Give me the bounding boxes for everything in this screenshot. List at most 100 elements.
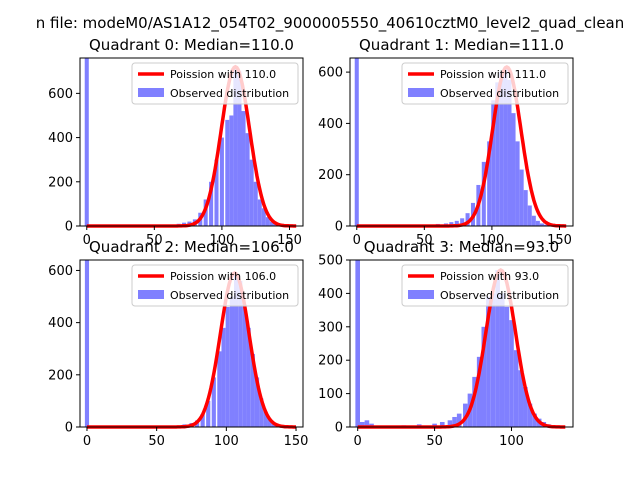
legend: Poission with 106.0 Observed distribution (131, 264, 299, 307)
histogram-bar (531, 215, 536, 226)
histogram-bar (217, 351, 222, 427)
y-tick-label: 200 (48, 175, 73, 190)
y-tick-label: 100 (318, 387, 343, 402)
histogram-bar (206, 400, 211, 427)
histogram-bar (503, 66, 508, 226)
x-tick-label: 100 (499, 434, 524, 449)
histogram-bar (269, 221, 274, 226)
histogram-bar (263, 411, 268, 427)
histogram-bar (261, 208, 266, 226)
panel-0-title: Quadrant 0: Median=110.0 (89, 36, 294, 54)
histogram-bar (221, 327, 226, 427)
legend-box (131, 264, 299, 307)
histogram-bar (245, 133, 250, 226)
histogram-bar (518, 370, 524, 427)
histogram-bar (481, 326, 487, 427)
histogram-bar (257, 199, 262, 226)
x-tick-label: 50 (416, 233, 433, 248)
histogram-bar (225, 119, 230, 226)
panel-3-title: Quadrant 3: Median=93.0 (364, 238, 559, 256)
histogram-bar (354, 58, 359, 226)
histogram-bar (456, 413, 462, 427)
histogram-bar (209, 181, 214, 226)
histogram-bar (487, 141, 492, 226)
histogram-bar (515, 141, 520, 226)
histogram-bar (513, 350, 519, 427)
histogram-bar (504, 306, 510, 427)
y-tick-label: 600 (48, 87, 73, 102)
histogram-bar (499, 72, 504, 226)
histogram-bar (449, 222, 454, 226)
histogram-bar (265, 217, 270, 226)
histogram-bar (454, 220, 459, 226)
x-tick-label: 0 (83, 434, 91, 449)
panel-2-title: Quadrant 2: Median=106.0 (89, 238, 294, 256)
y-tick-label: 500 (318, 254, 343, 269)
x-tick-label: 100 (214, 434, 239, 449)
legend-entry-fit: Poission with 110.0 (170, 68, 276, 81)
histogram-bar (203, 199, 208, 226)
histogram-bar (237, 71, 242, 227)
panel-1: Quadrant 1: Median=111.0 0 50 100 150 0 200 400… (318, 36, 574, 248)
legend-bar-swatch (408, 290, 434, 299)
legend-box (131, 62, 299, 105)
y-tick-label: 0 (335, 421, 343, 436)
histogram-bar (539, 223, 544, 226)
histogram-bar (476, 356, 482, 427)
legend: Poission with 93.0 Observed distribution (401, 264, 569, 307)
x-tick-label: 50 (426, 434, 443, 449)
legend-bar-swatch (408, 88, 434, 97)
histogram-bar (364, 420, 370, 427)
histogram-bar (452, 416, 457, 427)
axes-frame (349, 57, 574, 227)
histogram-bar (249, 159, 254, 226)
legend-bar-swatch (138, 88, 164, 97)
histogram-bar (254, 377, 260, 427)
legend: Poission with 111.0 Observed distribution (401, 62, 569, 105)
histogram-bar (490, 293, 496, 427)
x-tick-label: 150 (547, 233, 572, 248)
legend-entry-observed: Observed distribution (170, 87, 289, 100)
legend-box (401, 62, 569, 105)
legend-box (401, 264, 569, 307)
panel-3: Quadrant 3: Median=93.0 0 50 100 0 100 200 300 4… (318, 238, 574, 449)
histogram-bar (229, 115, 234, 226)
y-tick-label: 600 (318, 66, 343, 81)
panel-2: Quadrant 2: Median=106.0 0 50 100 150 0 200 400… (48, 238, 308, 449)
histogram-bar (229, 296, 235, 427)
axes-frame (79, 259, 304, 428)
legend-entry-observed: Observed distribution (170, 289, 289, 302)
histogram-bar (495, 82, 500, 226)
figure-suptitle: n file: modeM0/AS1A12_054T02_9000005550_… (36, 14, 625, 33)
panel-1-title: Quadrant 1: Median=111.0 (359, 36, 564, 54)
histogram-bar (84, 58, 89, 226)
histogram-bar (543, 224, 548, 226)
x-tick-label: 0 (354, 434, 362, 449)
histogram-bar (439, 421, 445, 427)
histogram-bar (495, 270, 500, 427)
y-tick-label: 200 (48, 368, 73, 383)
histogram-bar (532, 413, 537, 427)
y-tick-label: 0 (65, 421, 73, 436)
y-tick-label: 400 (318, 117, 343, 132)
histogram-bar (499, 293, 505, 427)
histogram-bar (527, 205, 532, 226)
histogram-bar (267, 419, 272, 427)
histogram-bar (486, 296, 491, 427)
histogram-bar (509, 320, 514, 427)
x-tick-label: 100 (479, 233, 504, 248)
x-tick-label: 100 (209, 233, 234, 248)
legend: Poission with 110.0 Observed distribution (131, 62, 299, 105)
x-tick-label: 50 (148, 434, 165, 449)
x-tick-label: 150 (284, 434, 309, 449)
histogram-bar (234, 273, 239, 427)
x-tick-label: 50 (146, 233, 163, 248)
y-tick-label: 300 (318, 320, 343, 335)
histogram-bar (511, 113, 516, 226)
axes-frame (79, 57, 304, 227)
histogram-bar (465, 213, 470, 226)
histogram-bar (225, 306, 230, 427)
histogram-bar (246, 327, 251, 427)
legend-entry-observed: Observed distribution (440, 87, 559, 100)
histogram-bar (507, 79, 512, 226)
